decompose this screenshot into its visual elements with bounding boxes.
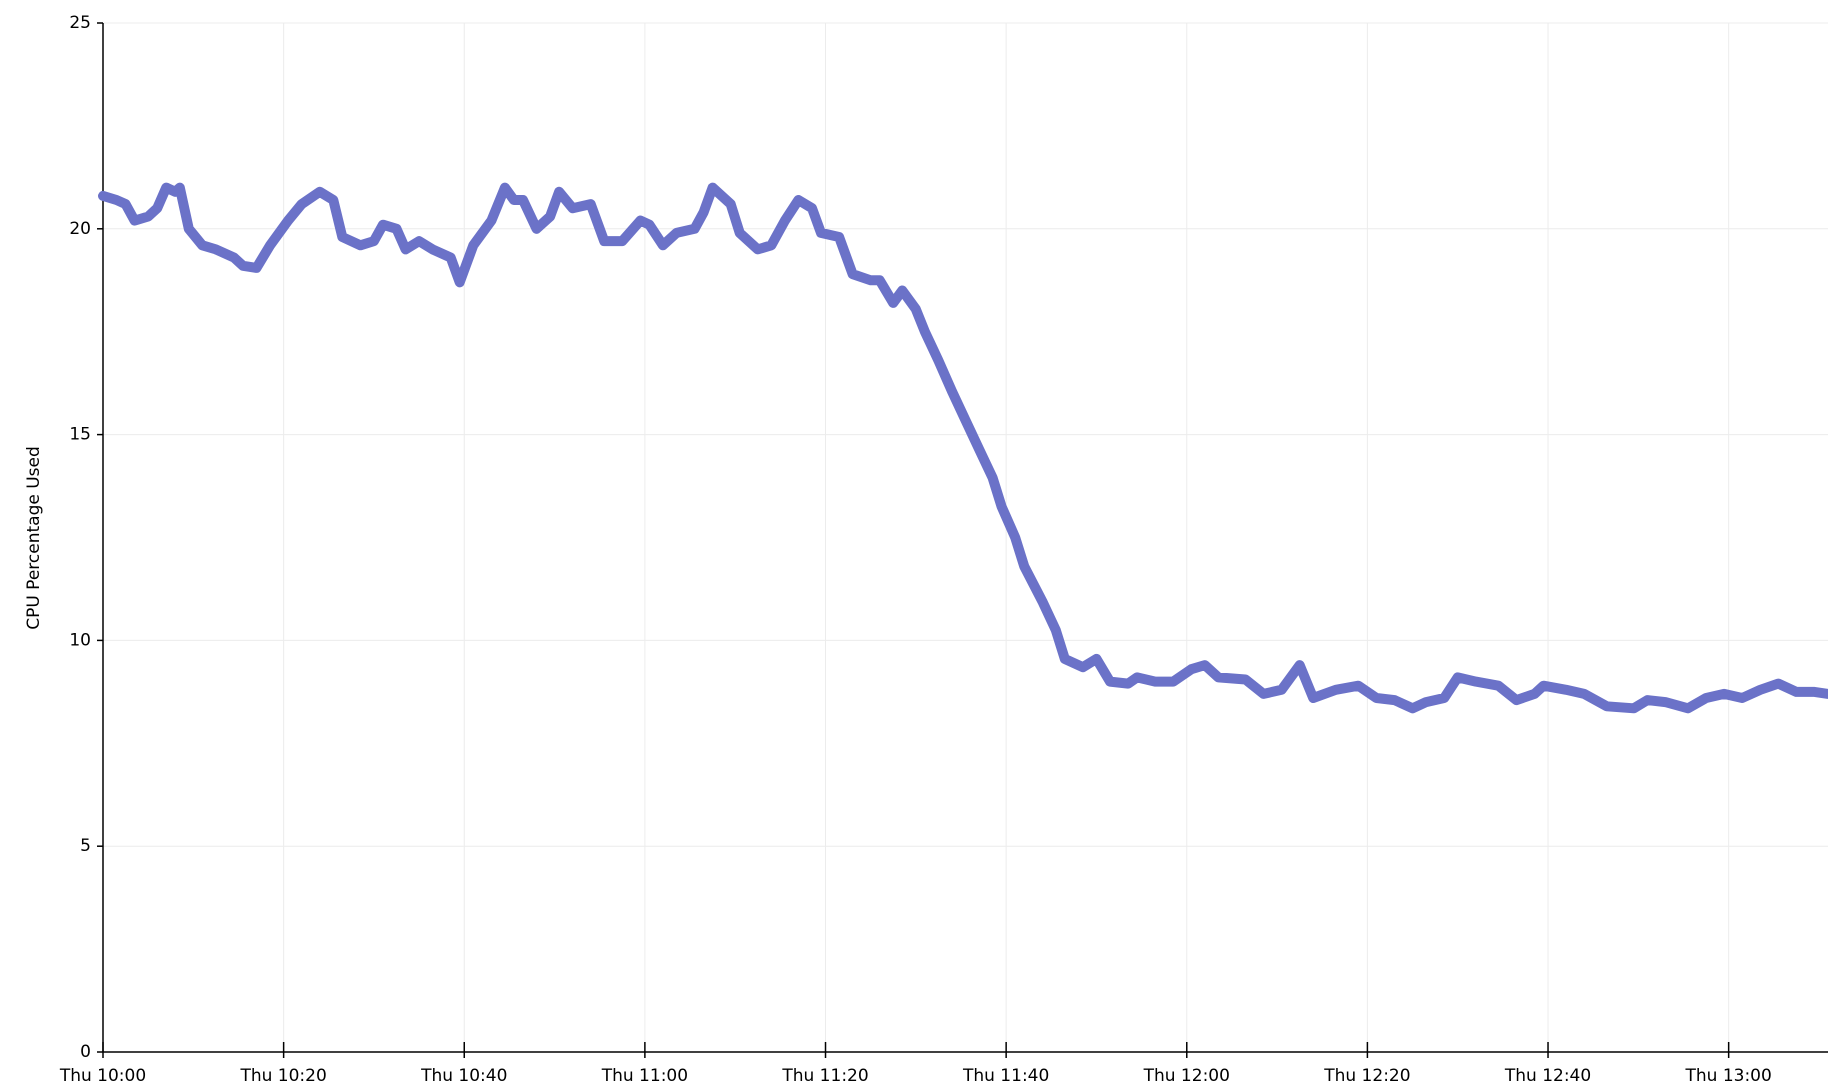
x-tick-label: Thu 12:20: [1323, 1066, 1410, 1086]
y-tick-label: 10: [69, 630, 91, 650]
x-tick-label: Thu 10:20: [239, 1066, 326, 1086]
x-tick-label: Thu 12:40: [1504, 1066, 1591, 1086]
y-tick-label: 15: [69, 425, 91, 445]
x-tick-label: Thu 11:00: [601, 1066, 688, 1086]
y-tick-label: 25: [69, 13, 91, 33]
x-tick-label: Thu 11:40: [962, 1066, 1049, 1086]
y-axis-label: CPU Percentage Used: [24, 446, 44, 630]
y-tick-label: 0: [80, 1042, 91, 1062]
x-tick-label: Thu 11:20: [781, 1066, 868, 1086]
x-tick-label: Thu 12:00: [1143, 1066, 1230, 1086]
x-tick-label: Thu 10:00: [59, 1066, 146, 1086]
y-tick-label: 5: [80, 836, 91, 856]
x-tick-label: Thu 10:40: [420, 1066, 507, 1086]
series-line: [98, 182, 1828, 714]
x-tick-label: Thu 13:00: [1684, 1066, 1771, 1086]
y-tick-label: 20: [69, 219, 91, 239]
